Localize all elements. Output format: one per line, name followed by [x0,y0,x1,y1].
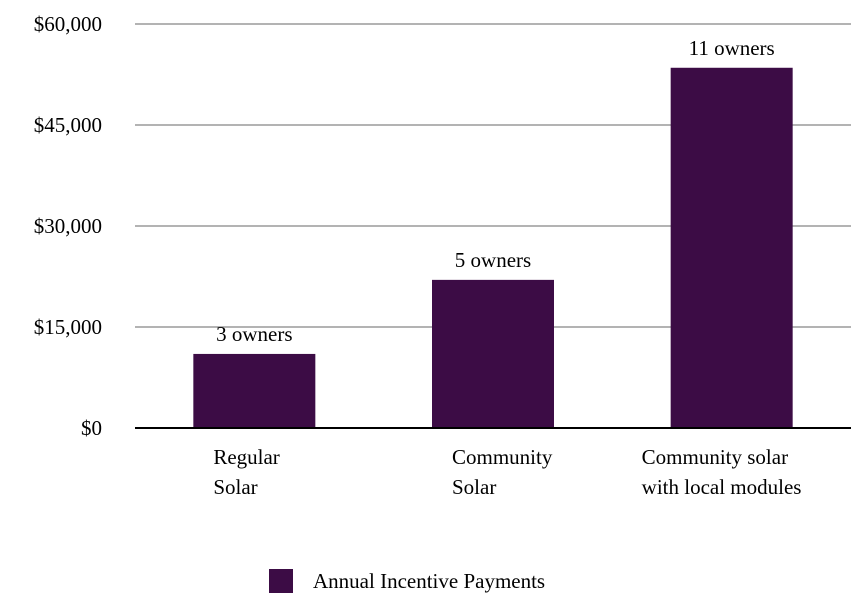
y-tick-label: $60,000 [34,12,102,36]
bar-data-label: 3 owners [216,322,292,346]
bar-data-label: 11 owners [689,36,775,60]
y-tick-label: $15,000 [34,315,102,339]
x-category-label: Solar [452,475,496,499]
x-category-label: Regular [213,445,279,469]
x-category-label: Community [452,445,553,469]
bar-data-label: 5 owners [455,248,531,272]
data-labels: 3 owners 5 owners 11 owners [216,36,775,346]
bar [670,67,793,429]
y-axis-tick-labels: $0 $15,000 $30,000 $45,000 $60,000 [34,12,102,440]
x-axis-category-labels: Regular Solar Community Solar Community sola… [213,445,801,499]
y-tick-label: $30,000 [34,214,102,238]
x-category-label: Solar [213,475,257,499]
legend-label: Annual Incentive Payments [313,569,545,593]
bars [193,67,793,429]
y-tick-label: $45,000 [34,113,102,137]
legend: Annual Incentive Payments [269,569,545,593]
legend-swatch [269,569,293,593]
x-category-label: with local modules [642,475,802,499]
bar [432,279,554,428]
x-category-label: Community solar [642,445,788,469]
y-tick-label: $0 [81,416,102,440]
bar [193,353,316,428]
